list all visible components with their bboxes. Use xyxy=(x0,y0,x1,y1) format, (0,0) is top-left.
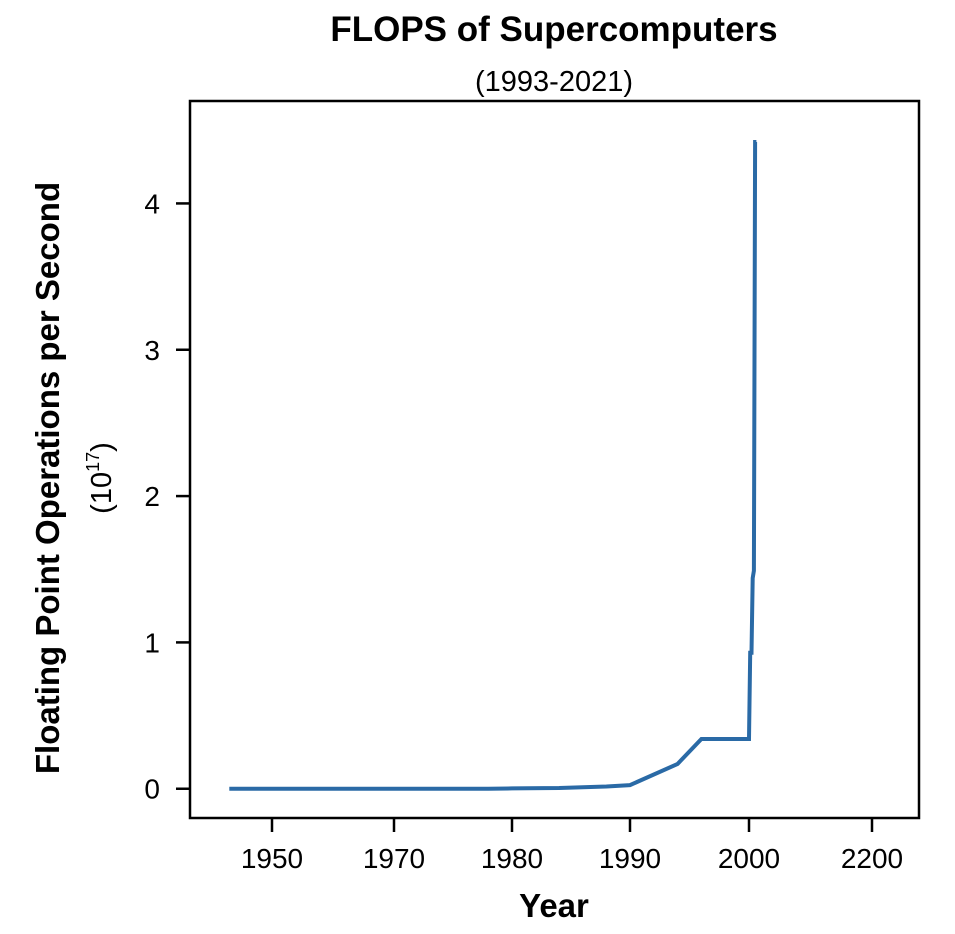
y-tick-label: 3 xyxy=(144,335,160,366)
plot-frame xyxy=(188,99,921,820)
y-tick-label: 0 xyxy=(144,774,160,805)
y-axis-unit-exponent: 17 xyxy=(83,452,103,472)
y-axis-title: Floating Point Operations per Second xyxy=(29,182,66,774)
x-tick-label: 1970 xyxy=(363,843,425,874)
flops-series-line xyxy=(229,140,758,791)
x-tick-label: 2000 xyxy=(718,843,780,874)
y-axis-unit: (1017) xyxy=(83,442,118,514)
chart-title: FLOPS of Supercomputers xyxy=(330,10,777,49)
x-tick-label: 1950 xyxy=(241,843,303,874)
y-axis: 0 1 2 3 4 xyxy=(144,188,190,805)
y-tick-label: 4 xyxy=(144,188,160,219)
y-axis-title-group: Floating Point Operations per Second xyxy=(29,182,66,774)
x-axis: 1950 1970 1980 1990 2000 2200 xyxy=(241,818,903,874)
y-tick-label: 1 xyxy=(144,627,160,658)
x-axis-title: Year xyxy=(519,887,589,924)
x-tick-label: 1990 xyxy=(599,843,661,874)
chart-subtitle: (1993-2021) xyxy=(475,66,633,98)
x-tick-label: 2200 xyxy=(841,843,903,874)
y-axis-unit-open: ( xyxy=(86,504,118,514)
y-tick-label: 2 xyxy=(144,481,160,512)
y-axis-unit-group: (1017) xyxy=(83,442,118,514)
x-tick-label: 1980 xyxy=(481,843,543,874)
y-axis-unit-close: ) xyxy=(86,442,118,452)
y-axis-unit-base: 10 xyxy=(86,472,118,504)
